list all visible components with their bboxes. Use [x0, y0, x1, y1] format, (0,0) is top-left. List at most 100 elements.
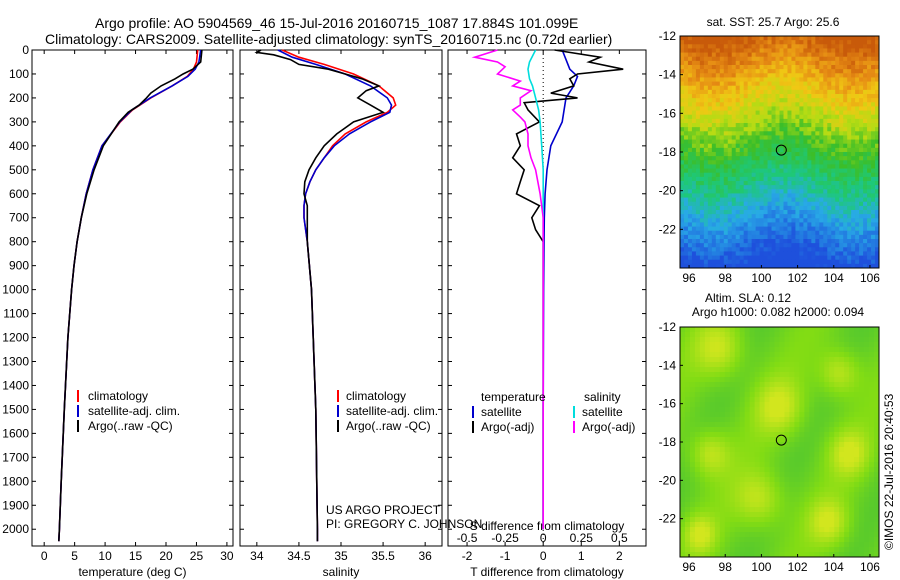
sla-cell — [704, 417, 711, 423]
sst-cell — [743, 40, 749, 45]
temp-series-2 — [58, 49, 203, 542]
sst-cell — [815, 172, 820, 178]
sla-cell — [704, 372, 711, 378]
depth-tick-label: 200 — [9, 91, 29, 105]
sst-cell — [855, 69, 860, 74]
sla-cell — [799, 432, 805, 438]
sla-cell — [744, 512, 751, 518]
sst-cell — [875, 222, 880, 227]
sst-cell — [823, 255, 828, 261]
sst-cell — [819, 135, 824, 140]
sla-cell — [734, 442, 741, 448]
sla-cell — [734, 342, 741, 348]
sst-cell — [871, 73, 876, 78]
sst-cell — [803, 89, 808, 95]
sst-cell — [747, 73, 753, 78]
sst-cell — [839, 48, 844, 53]
sst-cell — [699, 156, 705, 161]
sst-cell — [767, 52, 772, 58]
sst-cell — [735, 164, 741, 169]
sla-cell — [864, 527, 870, 533]
sst-cell — [831, 65, 836, 70]
sla-cell — [849, 367, 855, 373]
sst-cell — [843, 164, 848, 169]
sst-cell — [767, 60, 772, 66]
sst-cell — [687, 243, 693, 248]
sla-cell — [680, 382, 686, 388]
sla-cell — [749, 462, 756, 468]
sst-cell — [731, 210, 737, 215]
sst-cell — [847, 152, 852, 157]
sla-cell — [739, 377, 746, 383]
sla-cell — [734, 537, 741, 543]
sst-cell — [871, 210, 876, 215]
sst-cell — [851, 147, 856, 153]
sst-cell — [779, 164, 784, 169]
sst-cell — [691, 60, 697, 66]
sla-cell — [859, 372, 865, 378]
sst-cell — [847, 193, 852, 198]
sla-cell — [804, 432, 810, 438]
sla-cell — [754, 397, 761, 403]
sal-legend-label: climatology — [346, 389, 406, 403]
sst-cell — [779, 56, 784, 62]
sal-xtick-label: 35 — [334, 549, 348, 563]
sal-xtick-label: 35.5 — [371, 549, 395, 563]
sla-cell — [809, 347, 815, 353]
sst-cell — [803, 214, 808, 219]
sla-cell — [729, 507, 736, 513]
sst-cell — [707, 164, 713, 169]
sla-cell — [824, 417, 830, 423]
sla-cell — [744, 457, 751, 463]
sst-cell — [839, 123, 844, 128]
sst-cell — [823, 247, 828, 252]
sst-cell — [771, 143, 776, 149]
sst-cell — [727, 139, 733, 145]
sst-cell — [823, 201, 828, 207]
sst-cell — [695, 259, 701, 265]
sla-cell — [774, 417, 780, 423]
sla-cell — [814, 467, 820, 473]
sla-cell — [739, 382, 746, 388]
sst-cell — [779, 214, 784, 219]
sst-cell — [851, 102, 856, 107]
sst-cell — [847, 176, 852, 182]
sst-cell — [823, 243, 828, 248]
sst-cell — [875, 255, 880, 261]
sst-cell — [815, 127, 820, 132]
sla-cell — [734, 372, 741, 378]
sst-cell — [683, 48, 689, 53]
sst-cell — [707, 156, 713, 161]
sla-cell — [789, 377, 795, 383]
sst-cell — [763, 164, 768, 169]
sst-cell — [823, 214, 828, 219]
sst-cell — [799, 243, 804, 248]
sst-cell — [815, 131, 820, 136]
sst-cell — [739, 226, 745, 232]
sst-cell — [859, 239, 864, 244]
sla-cell — [789, 362, 795, 368]
sla-cell — [844, 447, 850, 453]
sla-cell — [844, 402, 850, 408]
sla-cell — [774, 367, 780, 373]
sst-cell — [759, 77, 764, 82]
sla-cell — [789, 437, 795, 443]
sst-cell — [855, 210, 860, 215]
sst-cell — [859, 44, 864, 49]
sst-cell — [747, 181, 753, 186]
sst-cell — [815, 143, 820, 149]
sla-cell — [784, 472, 790, 478]
sst-cell — [799, 44, 804, 49]
sst-cell — [811, 40, 816, 45]
sla-cell — [769, 412, 775, 418]
sla-cell — [719, 502, 726, 508]
sst-cell — [775, 176, 780, 182]
sst-cell — [851, 222, 856, 227]
sla-cell — [849, 337, 855, 343]
sst-cell — [755, 69, 760, 74]
sst-cell — [795, 131, 800, 136]
sst-cell — [683, 110, 689, 116]
sla-cell — [874, 532, 880, 538]
sst-cell — [783, 239, 788, 244]
sst-cell — [791, 94, 796, 99]
